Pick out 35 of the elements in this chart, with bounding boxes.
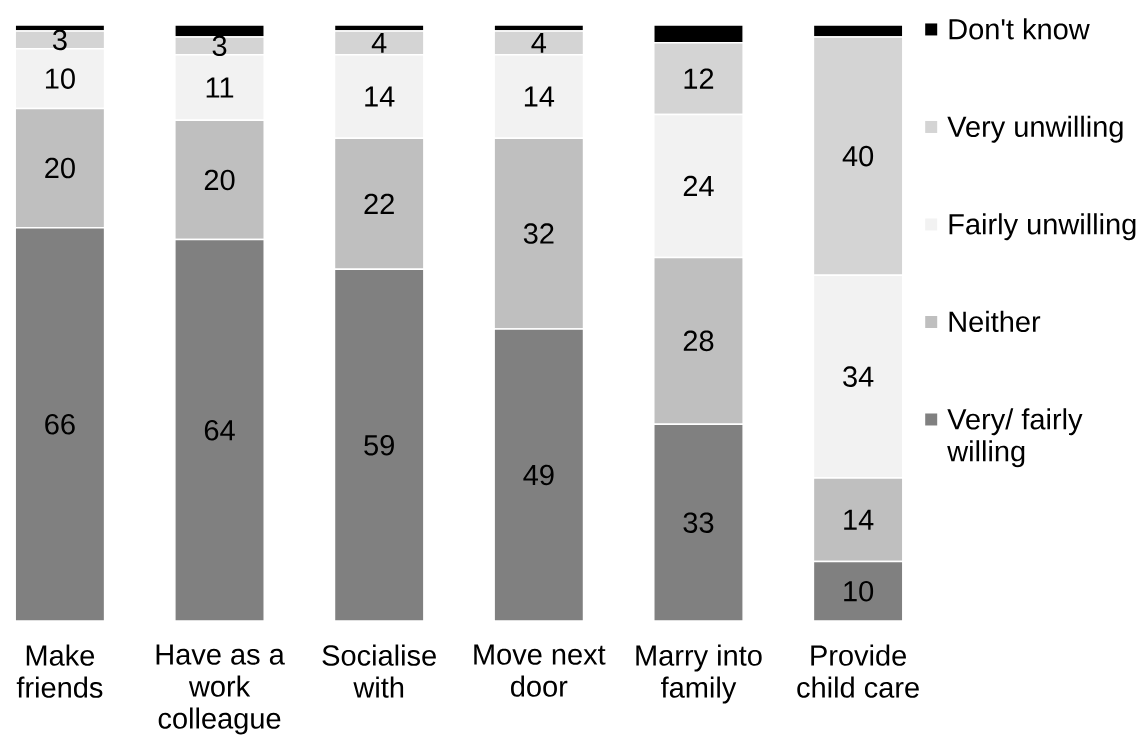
data-label: 14 <box>365 86 395 107</box>
data-label: 59 <box>364 434 394 456</box>
data-label: 28 <box>683 330 714 352</box>
data-label: 66 <box>45 414 75 435</box>
data-label: 4 <box>371 32 387 53</box>
legend-label: Very unwilling <box>947 115 1123 143</box>
legend-label: Very/ fairly willing <box>947 408 1083 468</box>
data-label: 12 <box>684 68 714 89</box>
data-label: 40 <box>842 145 874 167</box>
data-label: 24 <box>683 175 714 197</box>
x-tick-label: Make friends <box>16 644 103 698</box>
data-label: 14 <box>524 86 555 107</box>
data-label: 33 <box>683 512 714 533</box>
data-label: 10 <box>844 580 874 602</box>
x-tick-label: Marry into family <box>636 644 762 704</box>
data-label: 22 <box>364 193 394 214</box>
data-label: 20 <box>45 157 75 179</box>
x-tick-label: Have as a work colleague <box>156 644 285 735</box>
legend-label: Don't know <box>949 18 1090 40</box>
data-label: 14 <box>844 509 874 530</box>
x-tick-label: Provide child care <box>797 644 919 698</box>
data-label: 20 <box>204 169 235 191</box>
legend-label: Neither <box>949 310 1041 333</box>
x-tick-label: Socialise with <box>322 644 436 698</box>
data-label: 4 <box>531 32 547 53</box>
data-label: 3 <box>212 35 227 57</box>
data-label: 3 <box>52 29 67 51</box>
legend-label: Fairly unwilling <box>949 213 1136 241</box>
data-label: 64 <box>204 420 235 441</box>
x-tick-label: Move next door <box>474 644 606 697</box>
data-label: 34 <box>843 366 874 387</box>
data-label: 32 <box>523 223 554 244</box>
data-label: 11 <box>206 77 234 98</box>
data-label: 10 <box>45 68 75 89</box>
data-label: 49 <box>523 464 554 486</box>
